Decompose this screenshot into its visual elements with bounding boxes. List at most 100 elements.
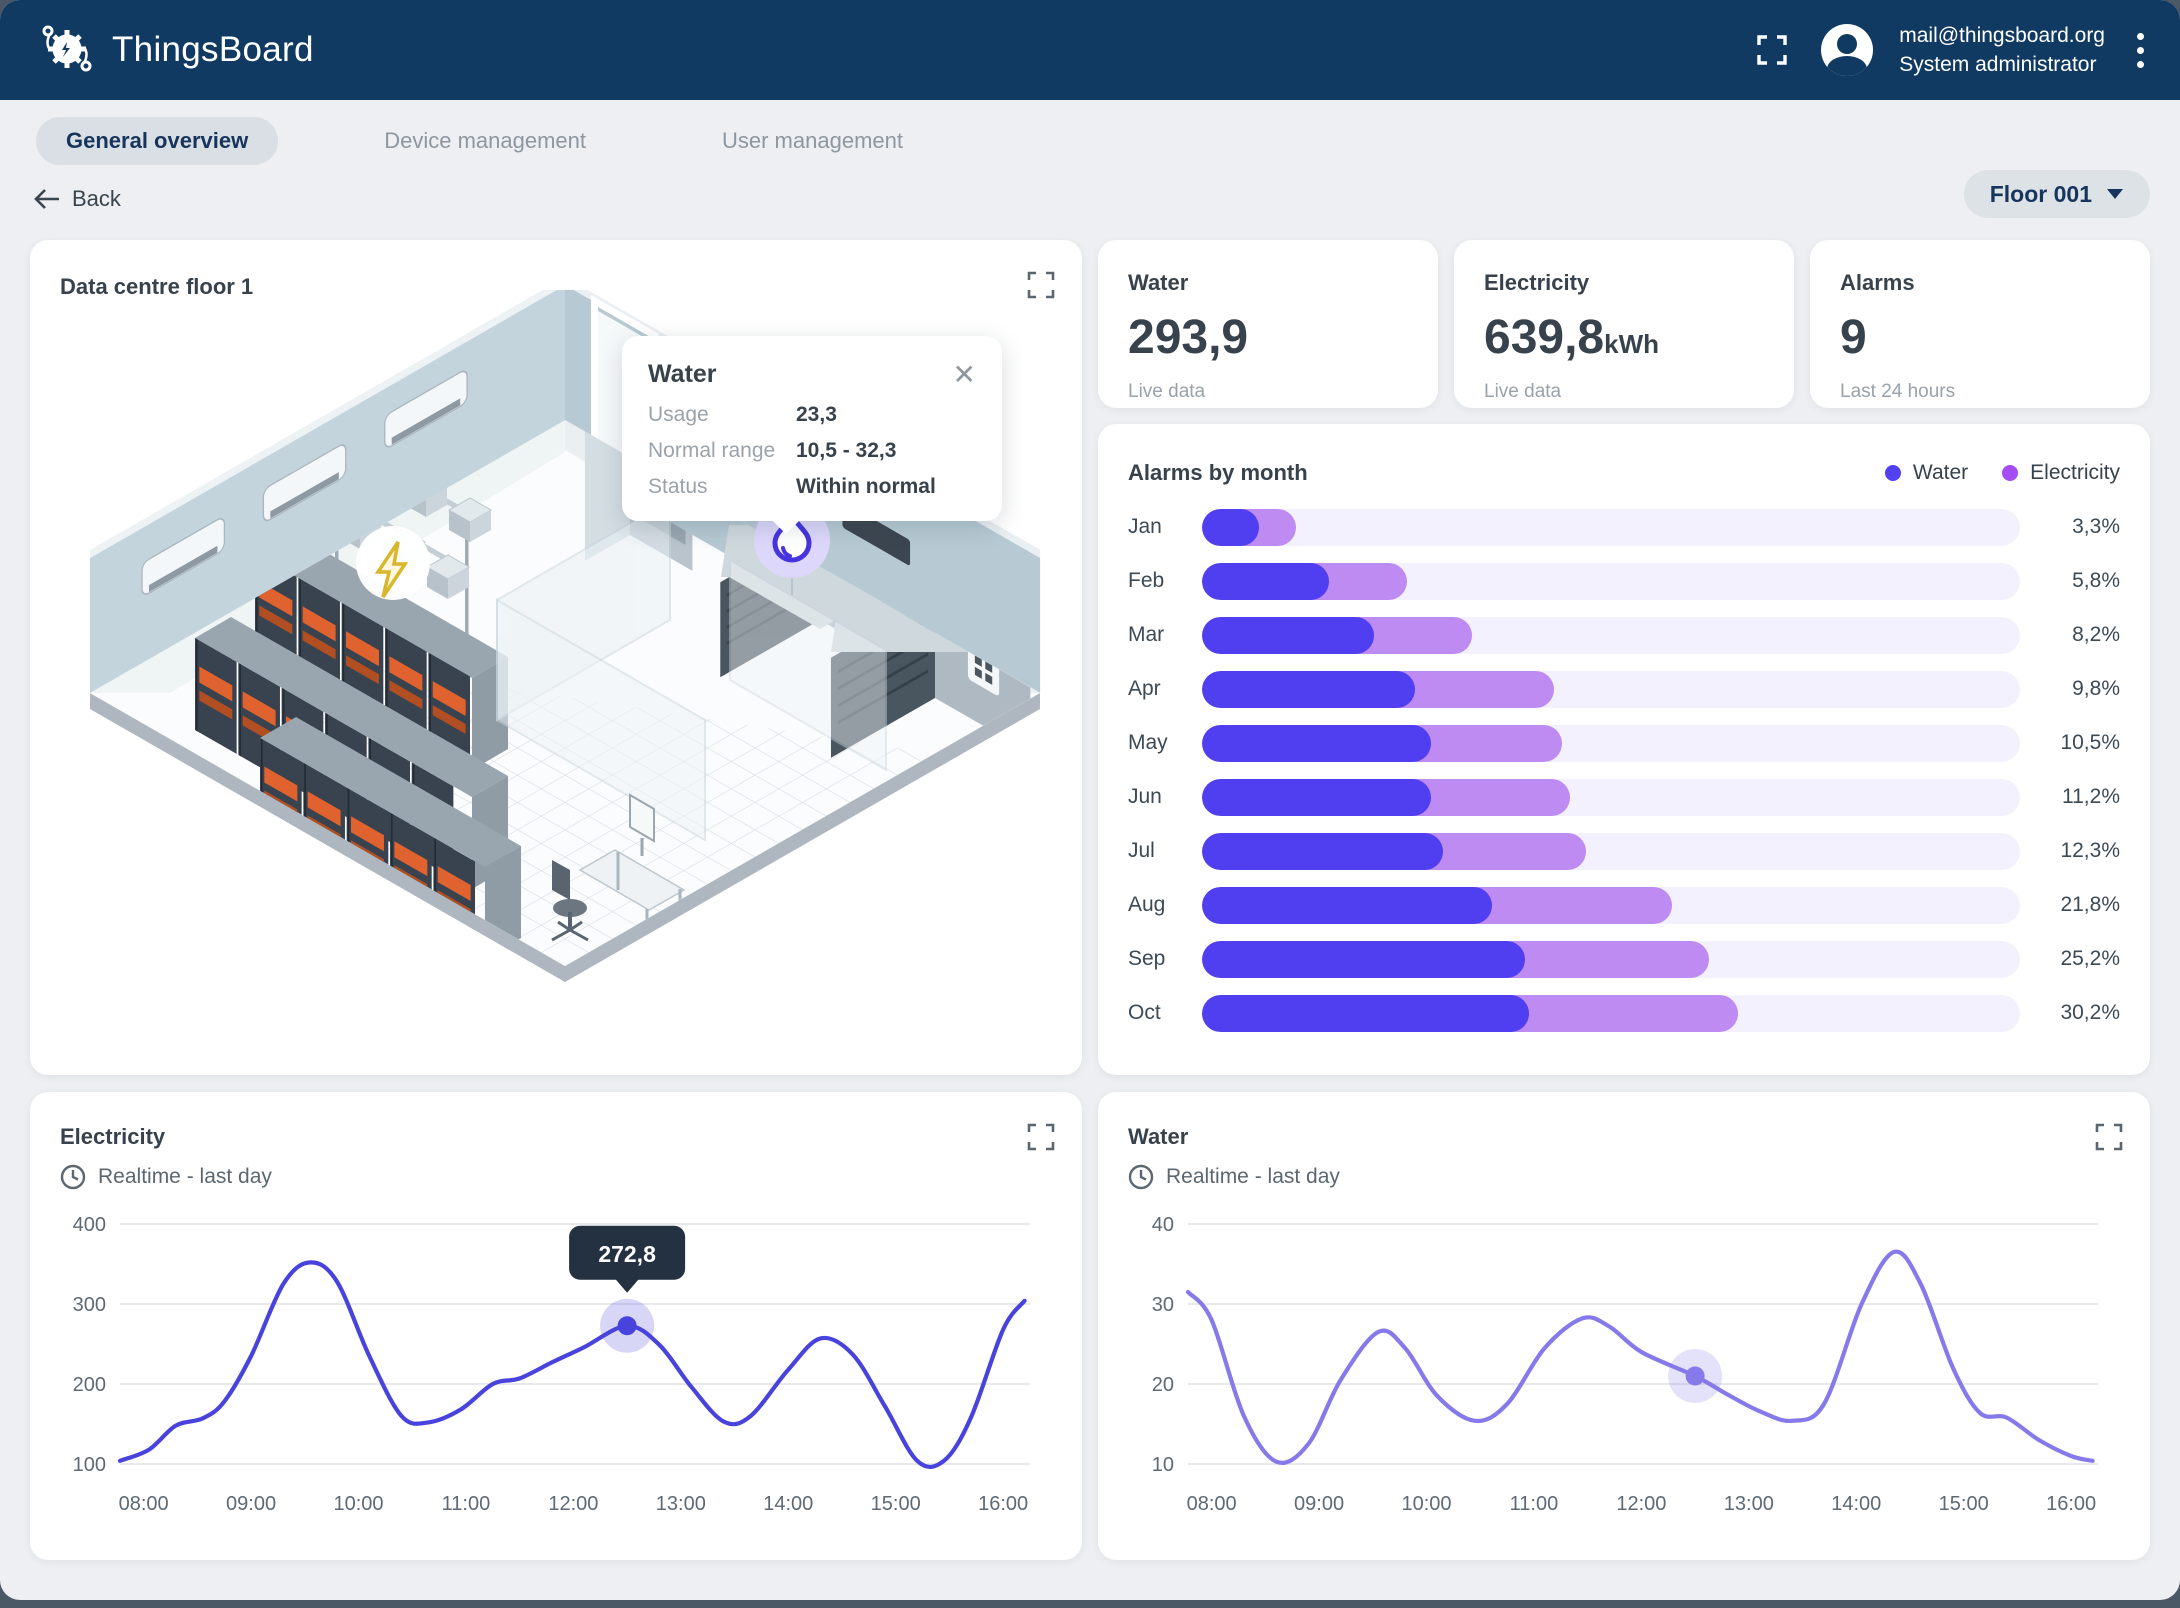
x-axis-tick: 15:00 bbox=[1939, 1493, 1989, 1515]
stat-title: Water bbox=[1128, 270, 1189, 295]
floor-plan-card: Data centre floor 1 bbox=[30, 240, 1082, 1075]
top-navbar: ThingsBoard mail@thingsboard.org System … bbox=[0, 0, 2180, 100]
x-axis-tick: 08:00 bbox=[1187, 1493, 1237, 1515]
chart-tooltip: 272,8 bbox=[569, 1225, 686, 1293]
x-axis-tick: 10:00 bbox=[333, 1493, 383, 1515]
electricity-marker-badge[interactable] bbox=[356, 526, 430, 600]
electricity-line-chart[interactable]: 100 200 300 400 08:00 09:00 10:00 11:00 12:00 13:… bbox=[60, 1208, 1052, 1548]
x-axis-tick: 12:00 bbox=[1616, 1493, 1666, 1515]
floor-tooltip-title: Water bbox=[648, 360, 717, 388]
close-icon[interactable]: ✕ bbox=[952, 358, 976, 390]
thingsboard-logo-icon bbox=[38, 19, 96, 82]
lightning-icon bbox=[374, 541, 409, 598]
legend-dot-water bbox=[1884, 465, 1901, 481]
alarms-chart-title: Alarms by month bbox=[1128, 460, 1308, 485]
alarm-bar-track[interactable] bbox=[1202, 616, 2020, 654]
x-axis-tick: 16:00 bbox=[2046, 1493, 2096, 1515]
x-axis-tick: 13:00 bbox=[1724, 1493, 1774, 1515]
x-axis-tick: 16:00 bbox=[978, 1493, 1028, 1515]
user-avatar-icon[interactable] bbox=[1821, 24, 1874, 76]
water-bar-segment bbox=[1202, 886, 1493, 924]
x-axis-tick: 13:00 bbox=[656, 1493, 706, 1515]
tab-user-management[interactable]: User management bbox=[722, 128, 903, 153]
alarm-row-may: May 10,5% bbox=[1128, 716, 2120, 770]
expand-icon[interactable] bbox=[1026, 270, 1056, 305]
timewindow-control[interactable]: Realtime - last day bbox=[60, 1164, 272, 1190]
gridlines: 10 20 30 40 bbox=[1152, 1214, 2098, 1476]
alarm-value-label: 5,8% bbox=[2072, 569, 2120, 592]
alarm-bar-track[interactable] bbox=[1202, 562, 2020, 600]
water-bar-segment bbox=[1202, 616, 1374, 654]
floor-card-title: Data centre floor 1 bbox=[60, 274, 254, 299]
alarm-value-label: 30,2% bbox=[2060, 1001, 2120, 1024]
alarm-bar-track[interactable] bbox=[1202, 994, 2020, 1032]
alarm-bar-track[interactable] bbox=[1202, 508, 2020, 546]
floor-selector[interactable]: Floor 001 bbox=[1963, 170, 2150, 218]
user-role: System administrator bbox=[1899, 53, 2097, 76]
chart-legend: Water Electricity bbox=[1884, 461, 2120, 485]
back-button[interactable]: Back bbox=[34, 186, 121, 212]
x-axis-tick: 08:00 bbox=[119, 1493, 169, 1515]
stat-caption: Live data bbox=[1484, 381, 1562, 402]
alarm-row-oct: Oct 30,2% bbox=[1128, 986, 2120, 1040]
legend-item-electricity[interactable]: Electricity bbox=[2002, 461, 2120, 485]
alarm-value-label: 3,3% bbox=[2072, 515, 2120, 538]
y-axis-tick: 400 bbox=[73, 1214, 106, 1236]
gridlines: 100 200 300 400 bbox=[73, 1214, 1030, 1476]
alarm-value-label: 12,3% bbox=[2060, 839, 2120, 862]
y-axis-tick: 20 bbox=[1152, 1374, 1174, 1396]
alarm-row-aug: Aug 21,8% bbox=[1128, 878, 2120, 932]
alarm-bar-track[interactable] bbox=[1202, 724, 2020, 762]
legend-dot-electricity bbox=[2002, 465, 2019, 481]
alarm-bar-track[interactable] bbox=[1202, 886, 2020, 924]
legend-item-water[interactable]: Water bbox=[1884, 461, 1968, 485]
chevron-down-icon bbox=[2107, 189, 2123, 199]
tab-device-management[interactable]: Device management bbox=[384, 128, 586, 153]
user-info: mail@thingsboard.org System administrato… bbox=[1899, 21, 2105, 79]
y-axis-tick: 300 bbox=[73, 1294, 106, 1316]
stat-caption: Last 24 hours bbox=[1840, 381, 1956, 402]
alarm-row-feb: Feb 5,8% bbox=[1128, 554, 2120, 608]
user-email: mail@thingsboard.org bbox=[1899, 24, 2105, 47]
glass-partitions bbox=[496, 498, 887, 842]
expand-icon[interactable] bbox=[2094, 1122, 2124, 1157]
alarm-month-label: Oct bbox=[1128, 1001, 1161, 1024]
brand-name: ThingsBoard bbox=[112, 30, 314, 69]
alarm-bar-track[interactable] bbox=[1202, 778, 2020, 816]
water-chart-card: Water Realtime - last day 10 20 30 40 08:00 0… bbox=[1098, 1092, 2150, 1560]
alarm-row-sep: Sep 25,2% bbox=[1128, 932, 2120, 986]
stat-value: 9 bbox=[1840, 311, 1867, 364]
tooltip-row-value: Within normal bbox=[796, 475, 936, 498]
tab-general-overview[interactable]: General overview bbox=[36, 117, 279, 165]
data-point-marker[interactable] bbox=[1685, 1366, 1705, 1386]
fullscreen-icon[interactable] bbox=[1749, 27, 1795, 73]
x-axis-tick: 09:00 bbox=[1294, 1493, 1344, 1515]
series-line bbox=[117, 1260, 1027, 1470]
alarm-month-label: Aug bbox=[1128, 893, 1166, 916]
back-label: Back bbox=[72, 186, 121, 211]
alarm-month-label: Jul bbox=[1128, 839, 1155, 862]
alarm-bar-track[interactable] bbox=[1202, 670, 2020, 708]
water-bar-segment bbox=[1202, 994, 1530, 1032]
water-chart-title: Water bbox=[1128, 1124, 1189, 1149]
tooltip-row-value: 10,5 - 32,3 bbox=[796, 439, 897, 462]
x-axis-tick: 15:00 bbox=[871, 1493, 921, 1515]
stat-card-electricity: Electricity 639,8kWh Live data bbox=[1454, 240, 1794, 408]
kebab-menu-icon[interactable] bbox=[2131, 27, 2150, 74]
alarm-bar-track[interactable] bbox=[1202, 832, 2020, 870]
timewindow-control[interactable]: Realtime - last day bbox=[1128, 1164, 1340, 1190]
data-point-marker[interactable] bbox=[617, 1316, 637, 1336]
timewindow-label: Realtime - last day bbox=[1166, 1165, 1340, 1188]
water-line-chart[interactable]: 10 20 30 40 08:00 09:00 10:00 11:00 12:00 13:00 14… bbox=[1128, 1208, 2120, 1548]
alarm-row-apr: Apr 9,8% bbox=[1128, 662, 2120, 716]
alarm-value-label: 8,2% bbox=[2072, 623, 2120, 646]
office-chair bbox=[551, 860, 589, 942]
water-bar-segment bbox=[1202, 724, 1432, 762]
stat-card-water: Water 293,9 Live data bbox=[1098, 240, 1438, 408]
x-axis-tick: 14:00 bbox=[763, 1493, 813, 1515]
y-axis-tick: 200 bbox=[73, 1374, 106, 1396]
timewindow-label: Realtime - last day bbox=[98, 1165, 272, 1188]
alarm-bar-track[interactable] bbox=[1202, 940, 2020, 978]
expand-icon[interactable] bbox=[1026, 1122, 1056, 1157]
floor-tooltip: Water ✕ Usage 23,3 Normal range 10,5 - 32,… bbox=[622, 336, 1002, 534]
